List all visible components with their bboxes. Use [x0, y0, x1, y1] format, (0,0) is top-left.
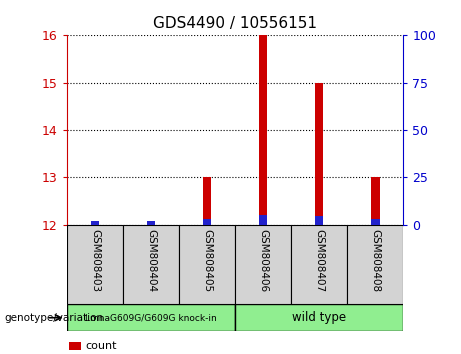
Bar: [291, 225, 347, 304]
Text: genotype/variation: genotype/variation: [5, 313, 104, 323]
Title: GDS4490 / 10556151: GDS4490 / 10556151: [153, 16, 317, 32]
Bar: [347, 225, 403, 304]
Bar: [203, 177, 211, 225]
Bar: [67, 225, 123, 304]
Bar: [235, 225, 291, 304]
Bar: [147, 222, 155, 225]
Text: GSM808405: GSM808405: [202, 229, 212, 292]
Bar: [259, 35, 267, 225]
Text: GSM808407: GSM808407: [314, 229, 324, 292]
Bar: [91, 222, 99, 225]
Bar: [179, 225, 235, 304]
Text: count: count: [86, 341, 117, 351]
Bar: [69, 342, 81, 350]
Bar: [259, 215, 267, 225]
Bar: [371, 177, 379, 225]
Bar: [371, 219, 379, 225]
Bar: [123, 225, 179, 304]
Text: GSM808403: GSM808403: [90, 229, 100, 292]
Bar: [315, 83, 324, 225]
Bar: [315, 216, 324, 225]
Text: GSM808408: GSM808408: [370, 229, 380, 292]
Text: GSM808406: GSM808406: [258, 229, 268, 292]
Text: GSM808404: GSM808404: [146, 229, 156, 292]
Text: LmnaG609G/G609G knock-in: LmnaG609G/G609G knock-in: [85, 313, 217, 322]
Text: wild type: wild type: [292, 311, 346, 324]
Bar: [67, 304, 235, 331]
Bar: [235, 304, 403, 331]
Bar: [203, 219, 211, 225]
